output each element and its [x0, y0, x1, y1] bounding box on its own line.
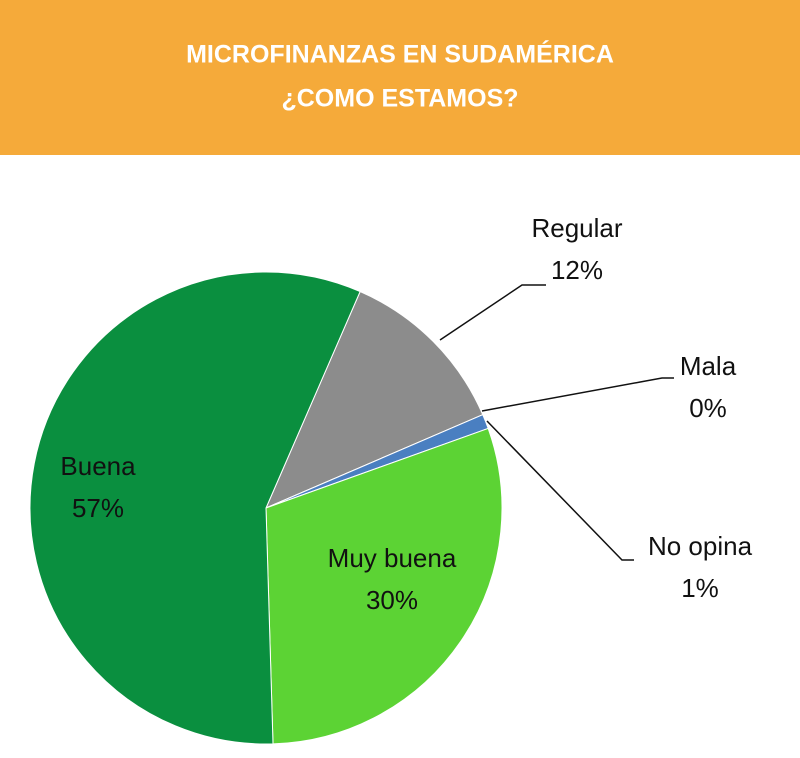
slice-label: Muy buena: [328, 543, 457, 573]
slice-value: 12%: [551, 255, 603, 285]
chart-title: MICROFINANZAS EN SUDAMÉRICA: [186, 40, 614, 69]
slice-label: Regular: [531, 213, 622, 243]
leader-line: [439, 284, 546, 341]
slice-value: 57%: [72, 493, 124, 523]
slice-label: Mala: [680, 351, 737, 381]
pie-slice: [265, 290, 484, 509]
slice-value: 0%: [689, 393, 727, 423]
leader-line: [481, 377, 674, 412]
leader-line: [486, 420, 634, 561]
slice-value: 1%: [681, 573, 719, 603]
slice-label: Buena: [60, 451, 136, 481]
chart-subtitle: ¿COMO ESTAMOS?: [281, 85, 518, 113]
pie-slice: [29, 271, 361, 745]
pie-slice: [265, 427, 503, 745]
slice-label: No opina: [648, 531, 753, 561]
header-band: [0, 0, 800, 155]
slice-value: 30%: [366, 585, 418, 615]
